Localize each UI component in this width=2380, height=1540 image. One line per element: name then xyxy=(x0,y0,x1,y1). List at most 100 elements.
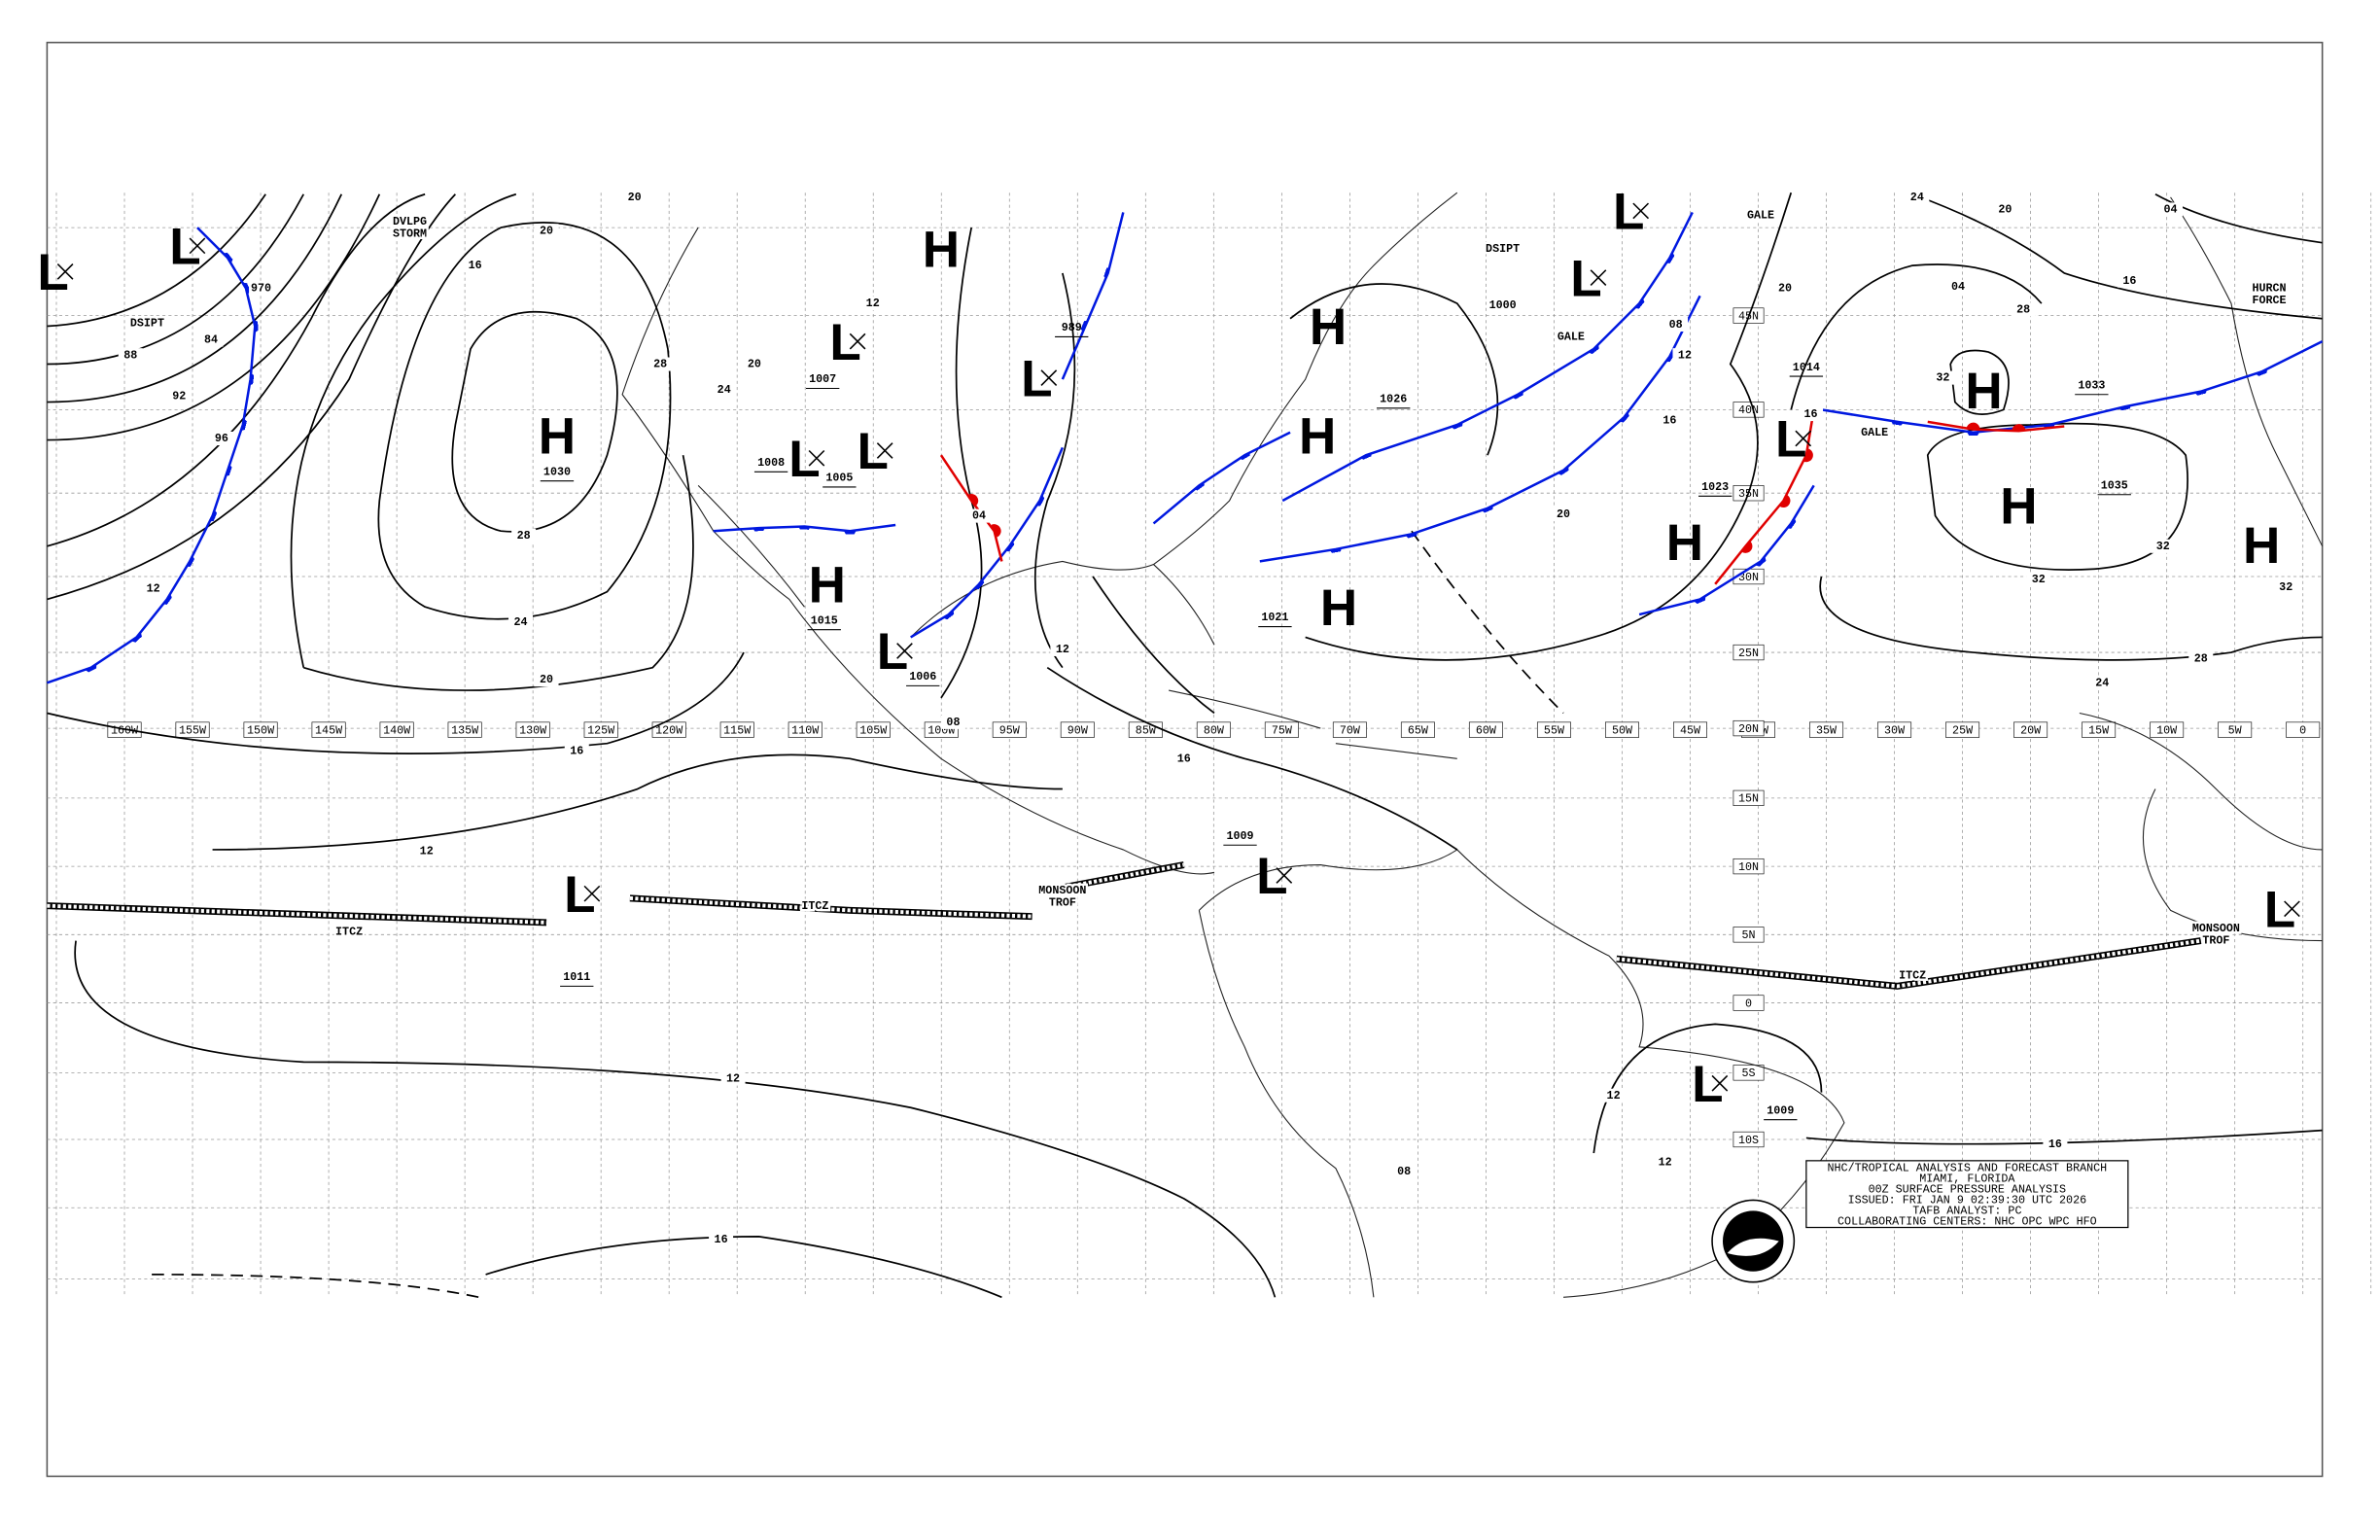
latitude-label-box xyxy=(1732,1131,1765,1148)
longitude-label: 5W xyxy=(2228,724,2243,738)
central-pressure: 1023 xyxy=(1701,480,1729,494)
coastlines xyxy=(621,192,2324,1298)
longitude-label: 80W xyxy=(1204,724,1225,738)
isobar-label: 1000 xyxy=(1489,298,1517,312)
isobar-label: 32 xyxy=(2032,573,2046,586)
feature-label: DSIPT xyxy=(130,317,164,331)
central-pressure: 1030 xyxy=(543,465,571,478)
isobar-label-bg xyxy=(2158,202,2184,217)
pressure-center-symbol: H xyxy=(1310,298,1347,356)
central-pressure: 1021 xyxy=(1261,611,1288,624)
isobar-label-bg xyxy=(2011,302,2036,317)
isobar-label: 92 xyxy=(172,389,186,402)
isobar-label-bg xyxy=(2188,651,2214,666)
latitude-label-box xyxy=(1732,719,1765,737)
isobar-label-bg xyxy=(712,383,737,398)
feature-label: DVLPG xyxy=(393,215,427,228)
longitude-label: 35W xyxy=(1816,724,1838,738)
feature-label: GALE xyxy=(1558,331,1585,344)
grid: 160W 155W 150W 145W 140W 135W 130W 125W 120W 115W… xyxy=(47,192,2372,1298)
coastline xyxy=(2079,712,2323,851)
coastline xyxy=(2142,788,2323,942)
isobar-label-bg xyxy=(648,357,673,371)
isobar-label: 28 xyxy=(2016,302,2030,316)
longitude-label: 125W xyxy=(587,724,615,738)
center-x xyxy=(1276,867,1293,884)
longitude-label-box xyxy=(1196,721,1231,738)
central-pressure: 1033 xyxy=(2078,378,2105,392)
longitude-label: 0 xyxy=(2299,724,2306,738)
title-block-line: ISSUED: FRI JAN 9 02:39:30 UTC 2026 xyxy=(1848,1194,2087,1208)
coastline xyxy=(1198,910,1375,1298)
isobar-label-bg xyxy=(1653,1155,1678,1170)
latitude-label-box xyxy=(1732,995,1765,1011)
isobar-label-bg xyxy=(1905,190,1930,204)
longitude-label: 55W xyxy=(1544,724,1565,738)
isobar-label: 08 xyxy=(946,716,960,729)
center-x xyxy=(1795,430,1812,447)
isobar-label: 20 xyxy=(1557,508,1570,521)
latitude-label: 20N xyxy=(1738,722,1759,736)
latitude-label-box xyxy=(1732,644,1765,661)
longitude-label: 90W xyxy=(1068,724,1089,738)
isobar-label: 20 xyxy=(1998,202,2012,216)
isobar-label-bg xyxy=(1050,642,1075,656)
isobar xyxy=(1926,422,2188,571)
isobar-label-bg xyxy=(511,528,537,542)
center-x xyxy=(1632,202,1650,220)
warm-front xyxy=(1927,420,2065,433)
pressure-center-symbol: H xyxy=(2243,517,2280,575)
pressure-center-symbol: H xyxy=(809,557,846,614)
central-pressure: 1007 xyxy=(809,372,836,386)
isobar-label: 84 xyxy=(204,333,218,347)
feature-label: MONSOON xyxy=(1038,884,1086,897)
latitude-label: 25N xyxy=(1738,647,1759,660)
longitude-label-box xyxy=(175,721,210,738)
isobar-label: 32 xyxy=(2279,580,2292,594)
isobar-label: 12 xyxy=(1607,1089,1621,1102)
central-pressure: 1009 xyxy=(1767,1103,1794,1117)
feature-label: ITCZ xyxy=(801,899,828,913)
page-frame xyxy=(46,41,2324,1478)
isobar-label: 20 xyxy=(628,191,642,204)
longitude-label-box xyxy=(1809,721,1844,738)
isobar-label: 88 xyxy=(123,348,137,362)
longitude-label: 140W xyxy=(383,724,411,738)
longitude-label-box xyxy=(651,721,686,738)
isobar-label-bg xyxy=(508,614,533,629)
longitude-label-box xyxy=(311,721,346,738)
longitude-label-box xyxy=(1945,721,1980,738)
trough xyxy=(152,1274,486,1300)
isobar-label-bg xyxy=(463,259,488,273)
longitude-label-box xyxy=(2150,721,2185,738)
longitude-label-box xyxy=(719,721,754,738)
isobar-label: 970 xyxy=(251,282,271,296)
itcz-hatch xyxy=(1062,862,1185,890)
isobar-label: 08 xyxy=(1397,1165,1411,1178)
latitude-label-box xyxy=(1732,789,1765,806)
isobar-label-bg xyxy=(1930,370,1955,385)
isobar-label-bg xyxy=(198,332,224,347)
feature-label: HURCN xyxy=(2252,282,2286,296)
title-block: NHC/TROPICAL ANALYSIS AND FORECAST BRANC… xyxy=(1805,1160,2129,1228)
feature-label: MONSOON xyxy=(2192,922,2240,935)
isobar xyxy=(47,193,266,328)
feature-label: ITCZ xyxy=(335,925,363,938)
longitude-label: 150W xyxy=(247,724,275,738)
isobar-label-bg xyxy=(860,297,886,311)
feature-label: GALE xyxy=(1747,209,1774,223)
feature-label: TROF xyxy=(1049,896,1076,910)
central-pressure: 1026 xyxy=(1380,393,1407,406)
isobar-label: 20 xyxy=(748,358,761,371)
central-pressure: 1009 xyxy=(1226,829,1253,843)
center-x xyxy=(849,332,866,350)
title-block-line: COLLABORATING CENTERS: NHC OPC WPC HFO xyxy=(1838,1214,2097,1228)
isobar xyxy=(485,1236,1002,1299)
isobar-label: 24 xyxy=(1910,191,1924,204)
longitude-label-box xyxy=(447,721,482,738)
title-block-line: 00Z SURFACE PRESSURE ANALYSIS xyxy=(1869,1183,2066,1197)
isobar-label-bg xyxy=(1657,413,1682,428)
isobar-label: 16 xyxy=(2122,274,2136,288)
cold-front xyxy=(1152,431,1291,525)
